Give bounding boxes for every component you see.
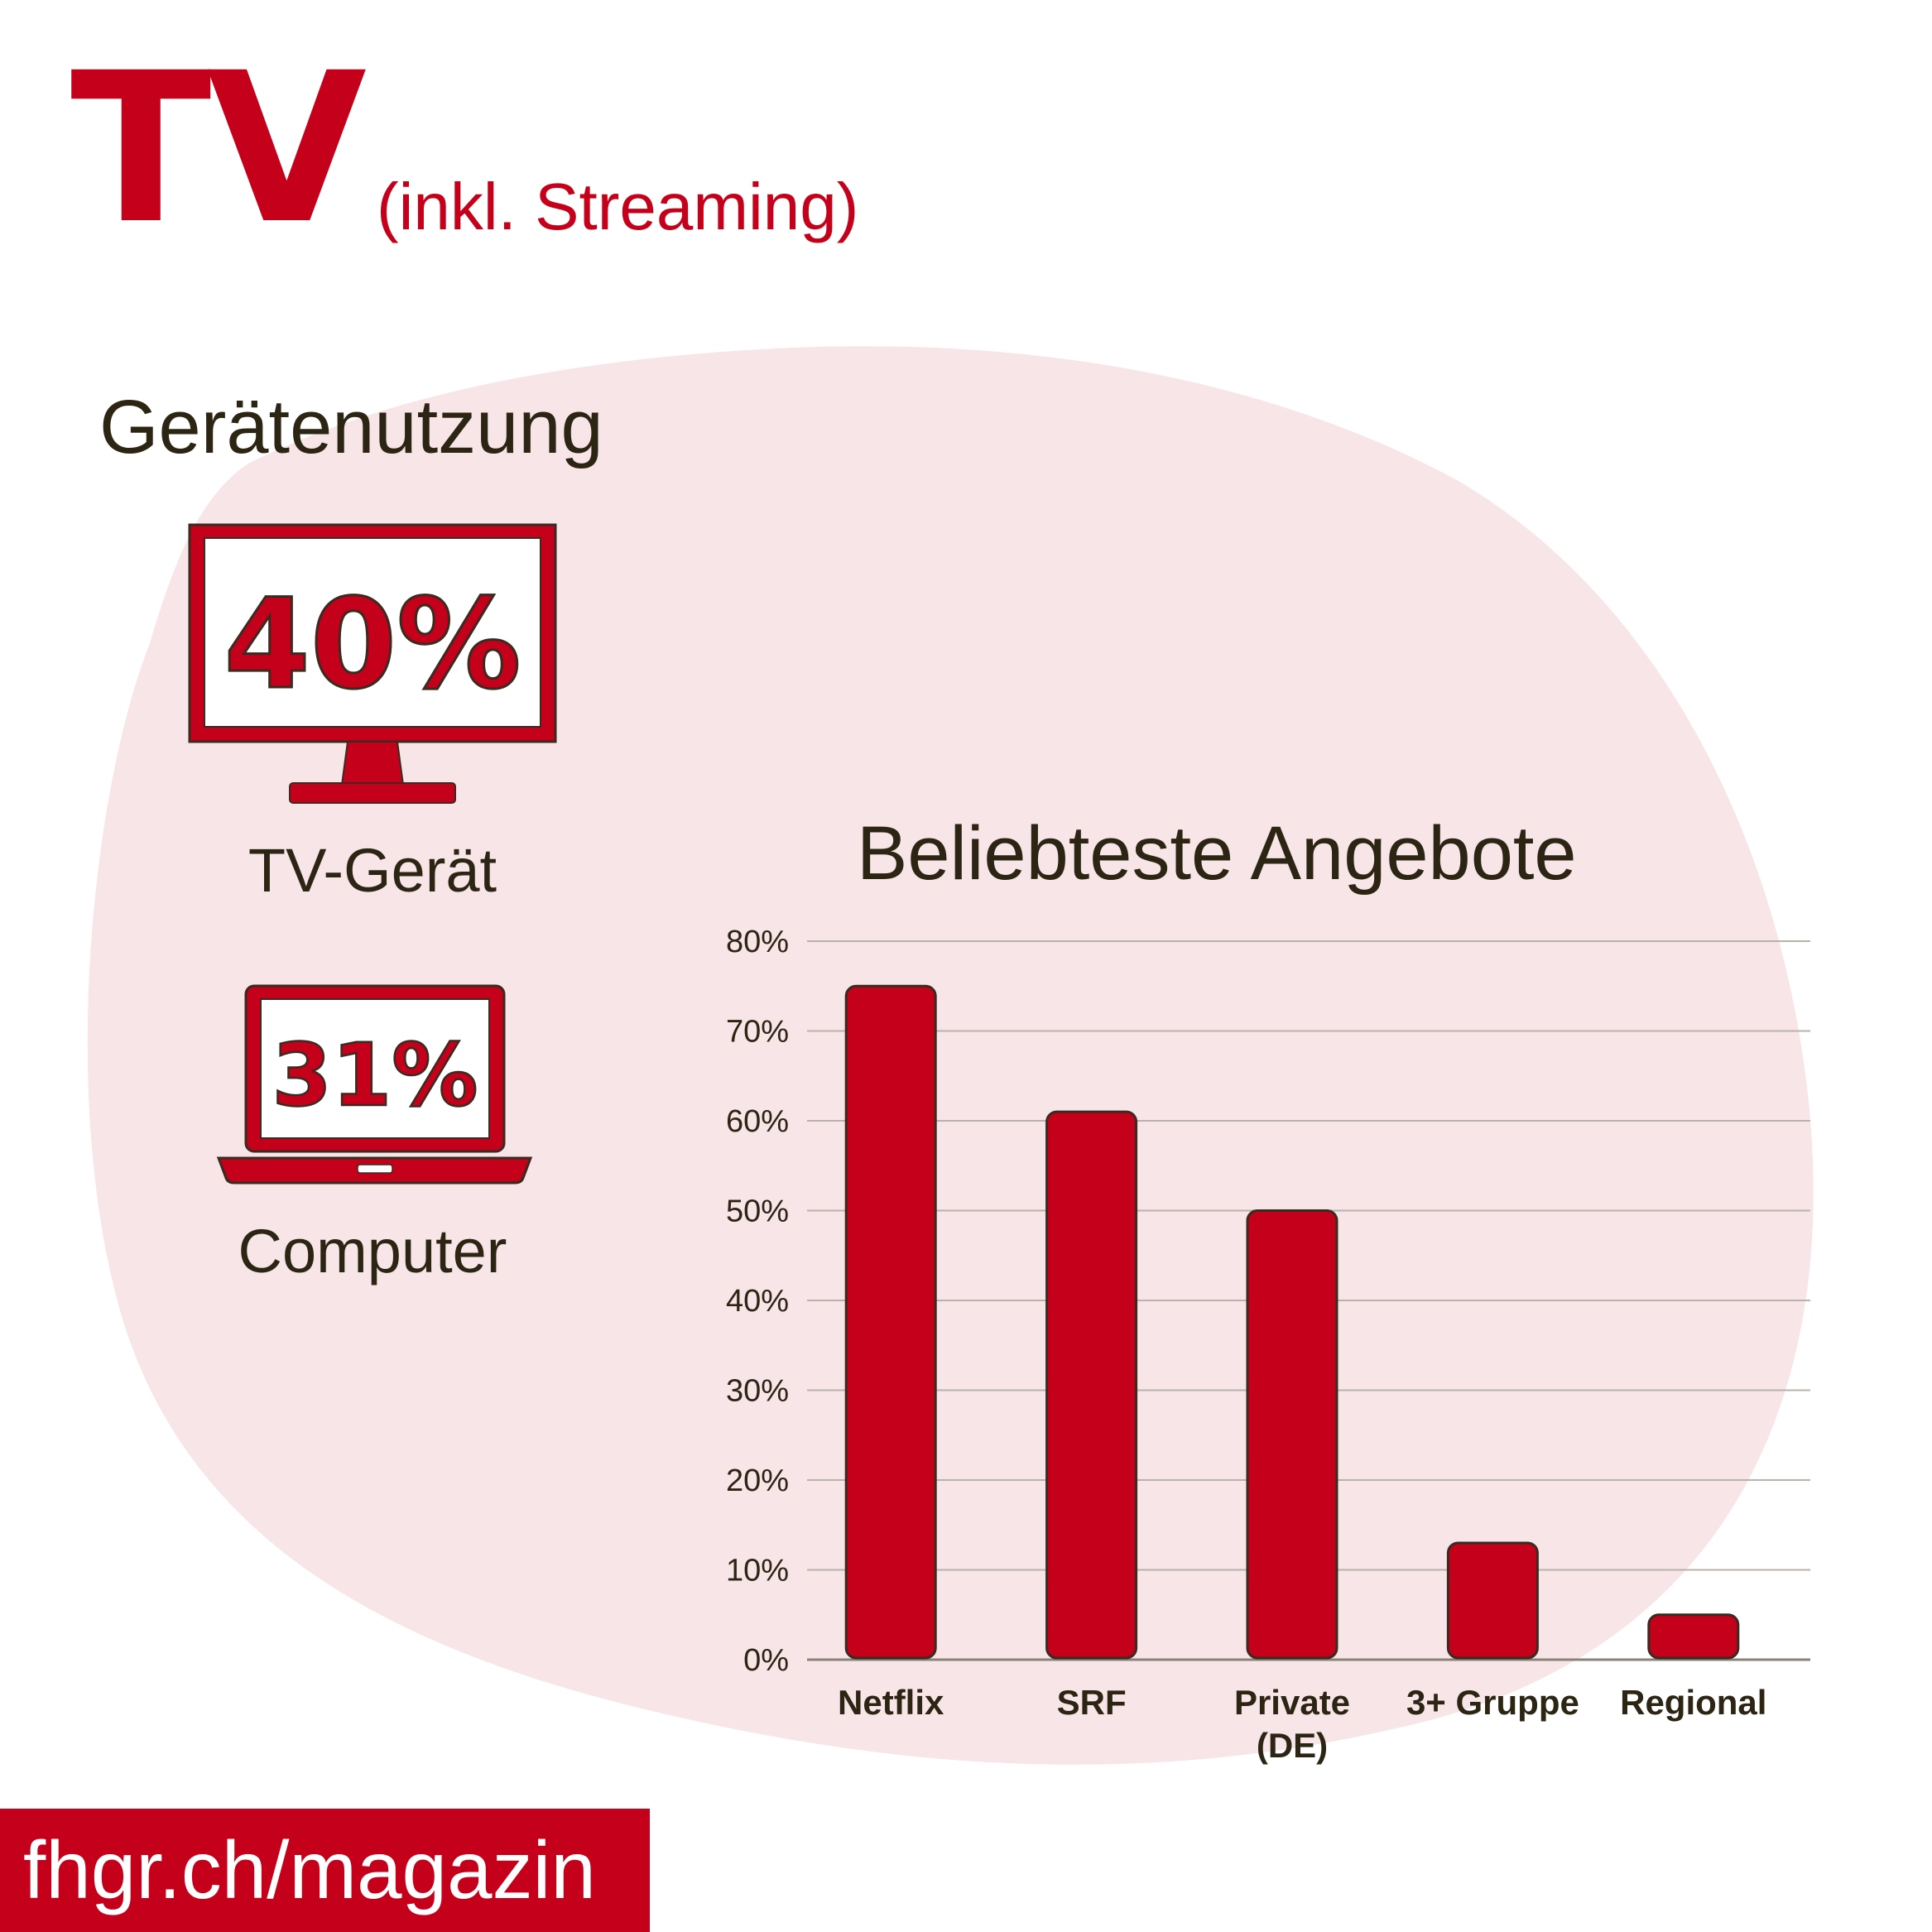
y-tick-label: 30% — [726, 1374, 789, 1409]
bar — [1647, 1613, 1740, 1660]
x-category-label: 3+ Gruppe — [1406, 1683, 1579, 1722]
computer-label: Computer — [238, 1217, 507, 1286]
x-category-label: (DE) — [1257, 1726, 1328, 1765]
chart-title: Beliebteste Angebote — [857, 811, 1577, 896]
tv-label: TV-Gerät — [248, 836, 497, 905]
y-tick-label: 10% — [726, 1554, 789, 1588]
tv-percent: 40% — [223, 573, 521, 717]
device-usage-title: Gerätenutzung — [99, 385, 603, 469]
x-category-label: SRF — [1057, 1683, 1127, 1722]
bar — [844, 984, 937, 1660]
footer-link[interactable]: fhgr.ch/magazin — [0, 1809, 650, 1932]
y-tick-label: 20% — [726, 1463, 789, 1498]
y-tick-label: 60% — [726, 1104, 789, 1139]
x-category-label: Netflix — [838, 1683, 944, 1722]
page-title: TV — [70, 28, 367, 269]
y-tick-label: 0% — [743, 1643, 789, 1678]
y-tick-label: 40% — [726, 1284, 789, 1319]
x-category-label: Regional — [1620, 1683, 1766, 1722]
page-subtitle: (inkl. Streaming) — [377, 170, 859, 243]
laptop-icon: 31% — [216, 984, 533, 1185]
bar — [1045, 1110, 1138, 1660]
x-category-label: Private — [1234, 1683, 1350, 1722]
y-tick-label: 80% — [726, 925, 789, 959]
y-tick-label: 50% — [726, 1194, 789, 1229]
bar — [1446, 1541, 1539, 1660]
computer-percent: 31% — [272, 1025, 478, 1126]
bar — [1246, 1209, 1338, 1660]
tv-monitor-icon: 40% — [188, 523, 557, 804]
y-tick-label: 70% — [726, 1015, 789, 1050]
